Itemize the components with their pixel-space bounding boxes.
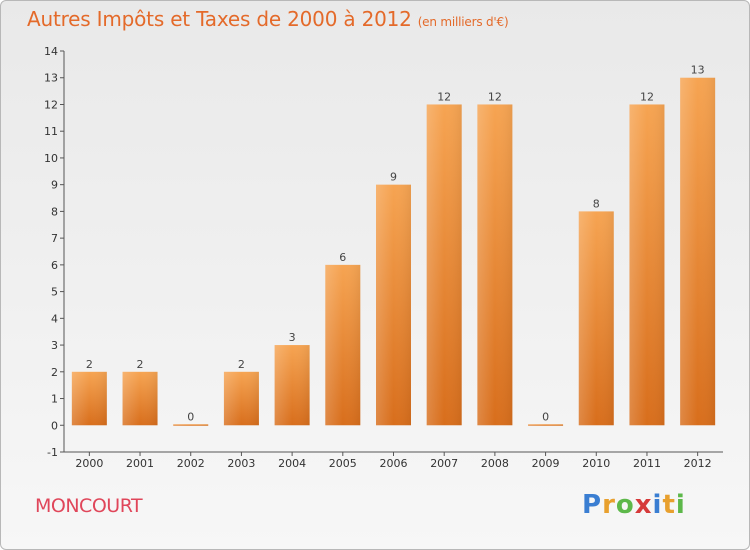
chart-title: Autres Impôts et Taxes de 2000 à 2012 (en…	[27, 7, 509, 31]
y-tick-label: 8	[51, 205, 58, 218]
x-tick-label: 2010	[582, 457, 610, 470]
data-label: 9	[390, 171, 397, 184]
data-label: 3	[289, 331, 296, 344]
x-tick-label: 2006	[380, 457, 408, 470]
data-label: 12	[640, 90, 654, 103]
title-unit: (en milliers d'€)	[417, 15, 509, 29]
bar-shine	[376, 184, 411, 426]
y-tick-label: 1	[51, 393, 58, 406]
x-tick-label: 2000	[75, 457, 103, 470]
x-tick-label: 2007	[430, 457, 458, 470]
y-tick-label: 6	[51, 259, 58, 272]
y-tick-label: 3	[51, 339, 58, 352]
logo-letter: P	[582, 490, 603, 520]
x-tick-label: 2012	[684, 457, 712, 470]
y-tick-label: 7	[51, 232, 58, 245]
data-label: 2	[137, 358, 144, 371]
x-tick-label: 2009	[532, 457, 560, 470]
logo-letter: t	[662, 490, 676, 520]
bar-shine	[578, 211, 614, 426]
bars: 2 2 0 2 3 6 9 12 12 0 8 12 13	[71, 64, 716, 426]
y-tick-label: 11	[44, 125, 58, 138]
x-tick-label: 2004	[278, 457, 306, 470]
title-text: Autres Impôts et Taxes de 2000 à 2012	[27, 7, 412, 31]
data-label: 0	[542, 410, 549, 423]
y-tick-label: 9	[51, 179, 58, 192]
x-tick-label: 2001	[126, 457, 154, 470]
bar-shine	[325, 264, 361, 426]
logo-letter: r	[602, 490, 616, 520]
y-tick-label: 2	[51, 366, 58, 379]
y-tick-label: -1	[47, 446, 58, 459]
bar-shine	[71, 371, 107, 426]
bar-shine	[680, 77, 716, 426]
y-tick-label: 4	[51, 312, 58, 325]
data-label: 13	[691, 64, 705, 77]
logo-letter: i	[675, 490, 686, 520]
data-label: 6	[339, 251, 346, 264]
x-axis: 2000 2001 2002 2003 2004 2005 2006 2007 2008 2009…	[64, 451, 723, 470]
logo-letter: i	[652, 490, 663, 520]
data-label: 12	[488, 90, 502, 103]
y-tick-label: 13	[44, 72, 58, 85]
bar-shine	[426, 104, 462, 426]
y-tick-label: 5	[51, 286, 58, 299]
bar-shine	[223, 371, 259, 426]
x-tick-label: 2002	[177, 457, 205, 470]
x-tick-label: 2011	[633, 457, 661, 470]
bar-shine	[173, 424, 209, 426]
y-tick-label: 10	[44, 152, 58, 165]
data-label: 2	[86, 358, 93, 371]
x-tick-label: 2005	[329, 457, 357, 470]
x-tick-label: 2008	[481, 457, 509, 470]
y-tick-label: 14	[44, 45, 58, 58]
place-name: MONCOURT	[35, 495, 143, 517]
data-label: 0	[187, 410, 194, 423]
data-label: 12	[437, 90, 451, 103]
x-tick-label: 2003	[227, 457, 255, 470]
logo-letter: x	[634, 490, 653, 520]
data-label: 2	[238, 358, 245, 371]
data-label: 8	[593, 197, 600, 210]
bar-shine	[629, 104, 665, 426]
bar-shine	[274, 345, 310, 426]
bar-shine	[122, 371, 158, 426]
y-tick-label: 12	[44, 98, 58, 111]
y-tick-label: 0	[51, 419, 58, 432]
proxiti-logo[interactable]: Proxiti	[582, 490, 686, 520]
logo-letter: o	[615, 490, 635, 520]
bar-shine	[528, 424, 564, 426]
bar-shine	[477, 104, 513, 426]
